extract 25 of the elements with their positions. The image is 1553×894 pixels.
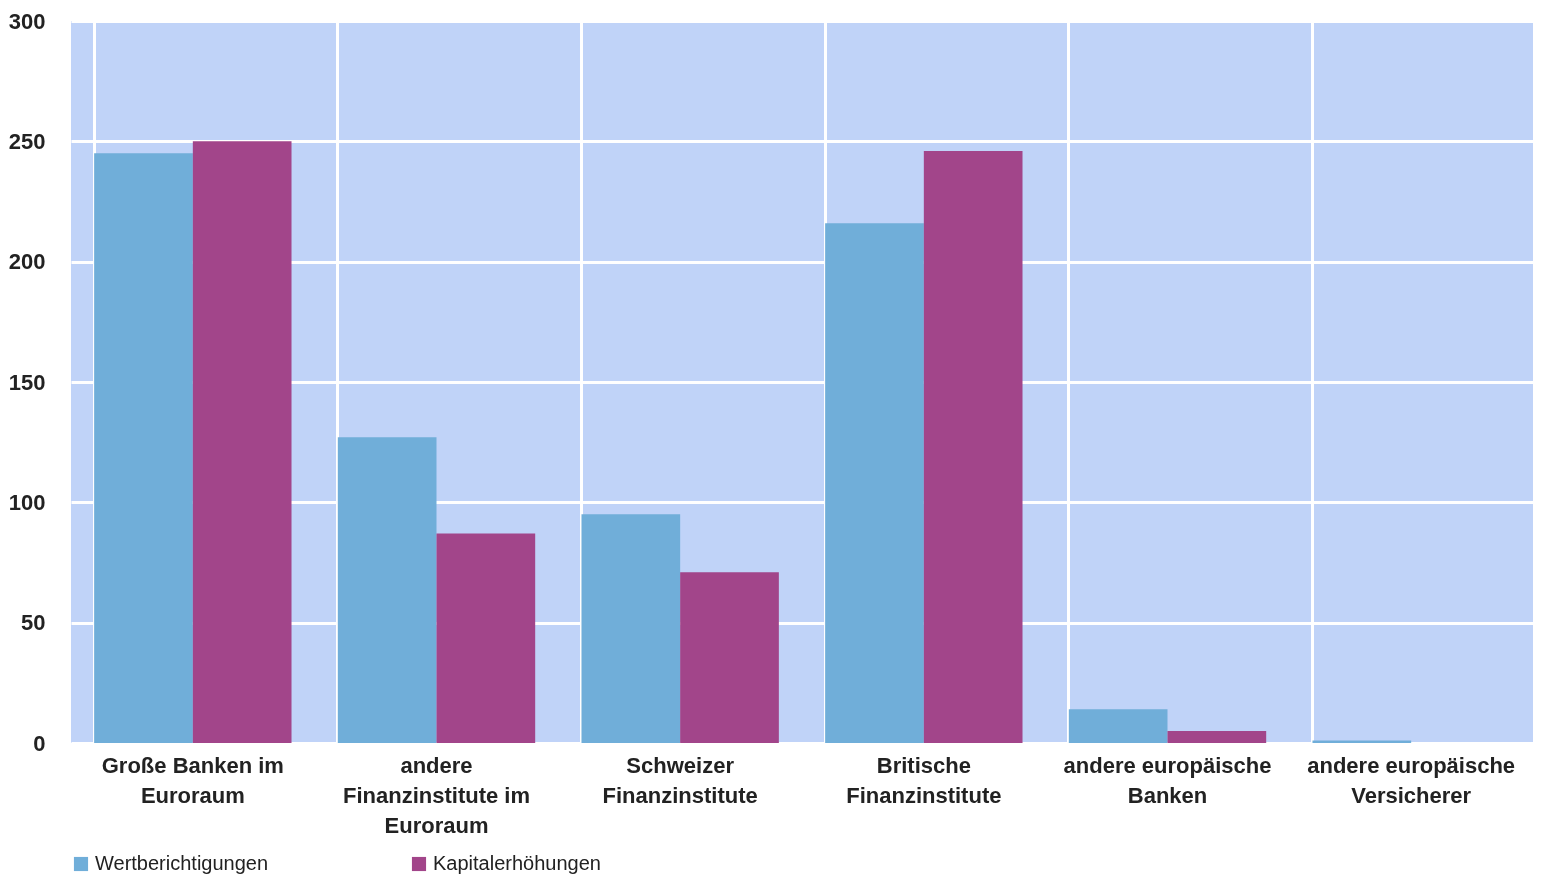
- x-tick-label: andere europäische Versicherer: [1307, 752, 1516, 808]
- x-tick-label: andere europäische Banken: [1063, 752, 1272, 808]
- bar: [923, 150, 1023, 743]
- y-tick-label: 50: [21, 610, 46, 636]
- bar: [581, 514, 681, 743]
- x-tick-label: andere Finanzinstitute im Euroraum: [343, 752, 530, 838]
- y-tick-label: 250: [8, 128, 46, 154]
- y-tick-label: 200: [8, 249, 46, 275]
- y-tick-label: 300: [8, 8, 46, 34]
- y-tick-label: 150: [8, 369, 46, 395]
- legend-label: Kapitalerhöhungen: [433, 852, 601, 874]
- y-tick-label: 100: [8, 489, 46, 515]
- x-tick-label: Britische Finanzinstitute: [846, 752, 1002, 808]
- bar: [436, 533, 536, 743]
- bar: [1167, 730, 1267, 743]
- bar: [1068, 709, 1168, 743]
- x-tick-label: Schweizer Finanzinstitute: [602, 752, 758, 808]
- bar: [825, 223, 924, 743]
- x-tick-label: Große Banken im Euroraum: [101, 752, 284, 808]
- bar: [192, 141, 292, 743]
- legend-label: Wertberichtigungen: [95, 852, 269, 874]
- bar: [680, 572, 779, 743]
- y-tick-label: 0: [33, 730, 46, 756]
- bar: [337, 437, 437, 743]
- bar: [94, 153, 193, 743]
